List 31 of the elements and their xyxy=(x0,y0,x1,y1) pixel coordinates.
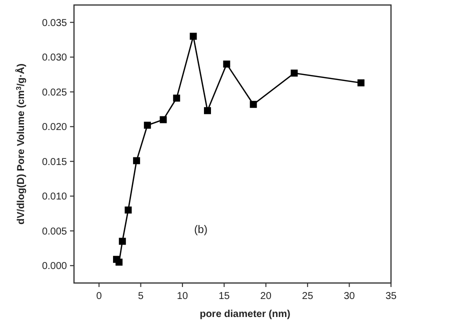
x-tick-label: 0 xyxy=(96,291,102,302)
y-tick-label: 0.015 xyxy=(42,156,68,168)
point xyxy=(124,206,132,214)
point xyxy=(118,238,126,245)
point xyxy=(116,258,123,266)
y-tick-label: 0.020 xyxy=(42,122,68,134)
x-tick-label: 10 xyxy=(176,291,188,302)
x-tick-label: 30 xyxy=(344,291,356,302)
point xyxy=(133,157,140,164)
point xyxy=(173,94,180,102)
point xyxy=(204,107,211,114)
x-axis-title: pore diameter (nm) xyxy=(200,309,290,320)
x-tick-label: 20 xyxy=(260,291,272,302)
x-tick-label: 25 xyxy=(302,291,314,302)
x-tick-label: 15 xyxy=(218,291,230,302)
annotation: (b) xyxy=(194,224,208,236)
point xyxy=(357,79,364,86)
point xyxy=(290,70,298,77)
x-tick-label: 5 xyxy=(138,291,144,302)
point xyxy=(190,32,197,40)
point xyxy=(250,100,257,108)
y-tick-label: 0.000 xyxy=(42,261,68,272)
y-tick-label: 0.030 xyxy=(42,52,68,64)
y-tick-label: 0.025 xyxy=(42,87,68,98)
point xyxy=(160,116,167,124)
point xyxy=(223,60,230,68)
x-tick-label: 35 xyxy=(385,291,397,302)
point xyxy=(144,122,151,129)
y-tick-label: 0.035 xyxy=(42,18,68,29)
y-tick-label: 0.005 xyxy=(42,226,68,238)
y-tick-label: 0.010 xyxy=(42,192,68,203)
